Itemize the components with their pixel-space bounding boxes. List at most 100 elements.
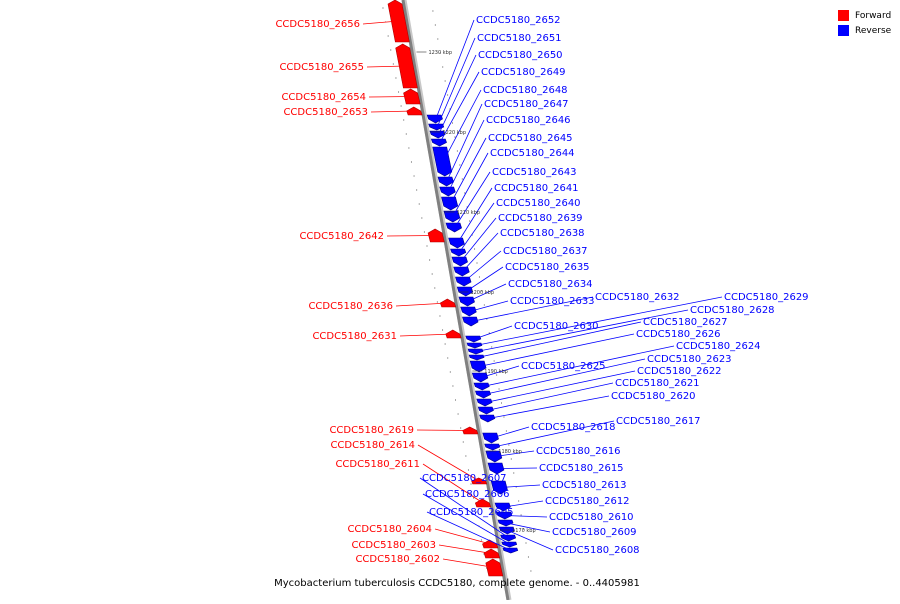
leader-line <box>439 71 480 143</box>
gene-label-ccdc5180-2607: CCDC5180_2607 <box>422 473 507 484</box>
leader-line <box>399 333 454 337</box>
legend-item-reverse: Reverse <box>838 23 898 38</box>
legend-label-forward: Forward <box>855 10 892 21</box>
leader-line <box>476 309 689 352</box>
leader-line <box>366 65 407 68</box>
gene-label-ccdc5180-2621: CCDC5180_2621 <box>615 378 700 389</box>
gene-label-ccdc5180-2636: CCDC5180_2636 <box>308 301 393 312</box>
label-leader-lines-layer <box>362 19 723 568</box>
gene-label-ccdc5180-2654: CCDC5180_2654 <box>281 92 366 103</box>
leader-line <box>436 37 476 128</box>
reverse-swatch-icon <box>838 25 849 36</box>
gene-feature-ccdc5180-2642 <box>427 228 445 243</box>
coordinate-tick-label: 1200 kbp <box>470 290 494 296</box>
gene-feature-ccdc5180-2616 <box>485 450 503 463</box>
gene-label-ccdc5180-2640: CCDC5180_2640 <box>496 198 581 209</box>
tick-marks-layer <box>382 7 534 586</box>
leader-line <box>419 477 510 539</box>
gene-label-ccdc5180-2647: CCDC5180_2647 <box>484 99 569 110</box>
gene-feature-ccdc5180-2639 <box>451 256 468 267</box>
leader-line <box>482 345 675 387</box>
gene-label-ccdc5180-2608: CCDC5180_2608 <box>555 545 640 556</box>
leader-line <box>485 370 636 403</box>
gene-label-ccdc5180-2614: CCDC5180_2614 <box>330 440 415 451</box>
gene-label-ccdc5180-2610: CCDC5180_2610 <box>549 512 634 523</box>
gene-label-ccdc5180-2611: CCDC5180_2611 <box>335 459 420 470</box>
gene-feature-ccdc5180-2650 <box>429 130 446 139</box>
gene-label-ccdc5180-2617: CCDC5180_2617 <box>616 416 701 427</box>
gene-label-ccdc5180-2619: CCDC5180_2619 <box>329 425 414 436</box>
gene-feature-ccdc5180-2620 <box>479 414 496 423</box>
gene-feature-ccdc5180-2624 <box>473 382 490 391</box>
gene-feature-ccdc5180-2609 <box>497 519 514 527</box>
coordinate-tick-label: 1190 kbp <box>484 369 508 375</box>
leader-line <box>438 544 492 554</box>
gene-feature-ccdc5180-2621 <box>477 406 494 415</box>
leader-line <box>450 137 487 204</box>
leader-line <box>480 365 520 378</box>
gene-feature-ccdc5180-2605 <box>502 547 519 554</box>
gene-label-ccdc5180-2622: CCDC5180_2622 <box>637 366 722 377</box>
leader-line <box>435 19 475 120</box>
leader-line <box>505 515 548 518</box>
leader-line <box>467 283 507 302</box>
gene-label-ccdc5180-2639: CCDC5180_2639 <box>498 213 583 224</box>
gene-label-ccdc5180-2646: CCDC5180_2646 <box>486 115 571 126</box>
leader-line <box>475 296 723 346</box>
gene-feature-ccdc5180-2646 <box>439 186 456 197</box>
gene-feature-ccdc5180-2634 <box>458 296 475 307</box>
gene-feature-ccdc5180-2626 <box>469 360 487 373</box>
leader-line <box>494 450 535 457</box>
gene-label-ccdc5180-2618: CCDC5180_2618 <box>531 422 616 433</box>
leader-line <box>442 558 495 568</box>
gene-label-ccdc5180-2620: CCDC5180_2620 <box>611 391 696 402</box>
leader-line <box>471 296 594 322</box>
gene-feature-ccdc5180-2638 <box>453 266 470 277</box>
leader-line <box>465 266 504 292</box>
coordinate-ticks-layer: 1230 kbp 1220 kbp 1210 kbp 1200 kbp 1190 kbp… <box>416 50 536 534</box>
gene-label-ccdc5180-2609: CCDC5180_2609 <box>552 527 637 538</box>
gene-label-ccdc5180-2638: CCDC5180_2638 <box>500 228 585 239</box>
gene-feature-ccdc5180-2619 <box>462 426 479 435</box>
leader-line <box>362 20 399 25</box>
gene-label-ccdc5180-2613: CCDC5180_2613 <box>542 480 627 491</box>
strand-legend: Forward Reverse <box>838 8 898 38</box>
gene-label-ccdc5180-2652: CCDC5180_2652 <box>476 15 561 26</box>
gene-feature-ccdc5180-2651 <box>428 123 445 131</box>
gene-feature-ccdc5180-2618 <box>482 432 499 444</box>
gene-feature-ccdc5180-2627 <box>468 354 485 361</box>
leader-line <box>469 300 509 312</box>
leader-line <box>458 202 495 253</box>
gene-label-ccdc5180-2626: CCDC5180_2626 <box>636 329 721 340</box>
leader-line <box>479 333 635 367</box>
gene-feature-ccdc5180-2617 <box>484 443 501 451</box>
leader-line <box>462 232 499 272</box>
coordinate-tick-label: 1170 kbp <box>512 528 536 534</box>
leader-line <box>422 463 484 504</box>
gene-feature-ccdc5180-2640 <box>450 248 467 257</box>
gene-feature-ccdc5180-2647 <box>437 176 454 187</box>
gene-label-ccdc5180-2630: CCDC5180_2630 <box>514 321 599 332</box>
map-caption: Mycobacterium tuberculosis CCDC5180, com… <box>0 578 900 589</box>
gene-label-ccdc5180-2616: CCDC5180_2616 <box>536 446 621 457</box>
leader-line <box>438 54 477 135</box>
leader-line <box>506 522 551 533</box>
leader-line <box>416 429 471 431</box>
gene-label-ccdc5180-2643: CCDC5180_2643 <box>492 167 577 178</box>
leader-line <box>474 325 513 340</box>
leader-line <box>503 500 544 508</box>
forward-swatch-icon <box>838 10 849 21</box>
gene-label-ccdc5180-2649: CCDC5180_2649 <box>481 67 566 78</box>
gene-feature-ccdc5180-2622 <box>476 398 493 407</box>
coordinate-tick-label: 1210 kbp <box>456 210 480 216</box>
gene-label-ccdc5180-2635: CCDC5180_2635 <box>505 262 590 273</box>
gene-label-ccdc5180-2624: CCDC5180_2624 <box>676 341 761 352</box>
coordinate-tick-label: 1230 kbp <box>428 50 452 56</box>
gene-label-ccdc5180-2648: CCDC5180_2648 <box>483 85 568 96</box>
leader-line <box>483 358 646 395</box>
gene-label-ccdc5180-2602: CCDC5180_2602 <box>355 554 440 565</box>
gene-label-ccdc5180-2615: CCDC5180_2615 <box>539 463 624 474</box>
gene-label-ccdc5180-2627: CCDC5180_2627 <box>643 317 728 328</box>
gene-label-ccdc5180-2645: CCDC5180_2645 <box>488 133 573 144</box>
